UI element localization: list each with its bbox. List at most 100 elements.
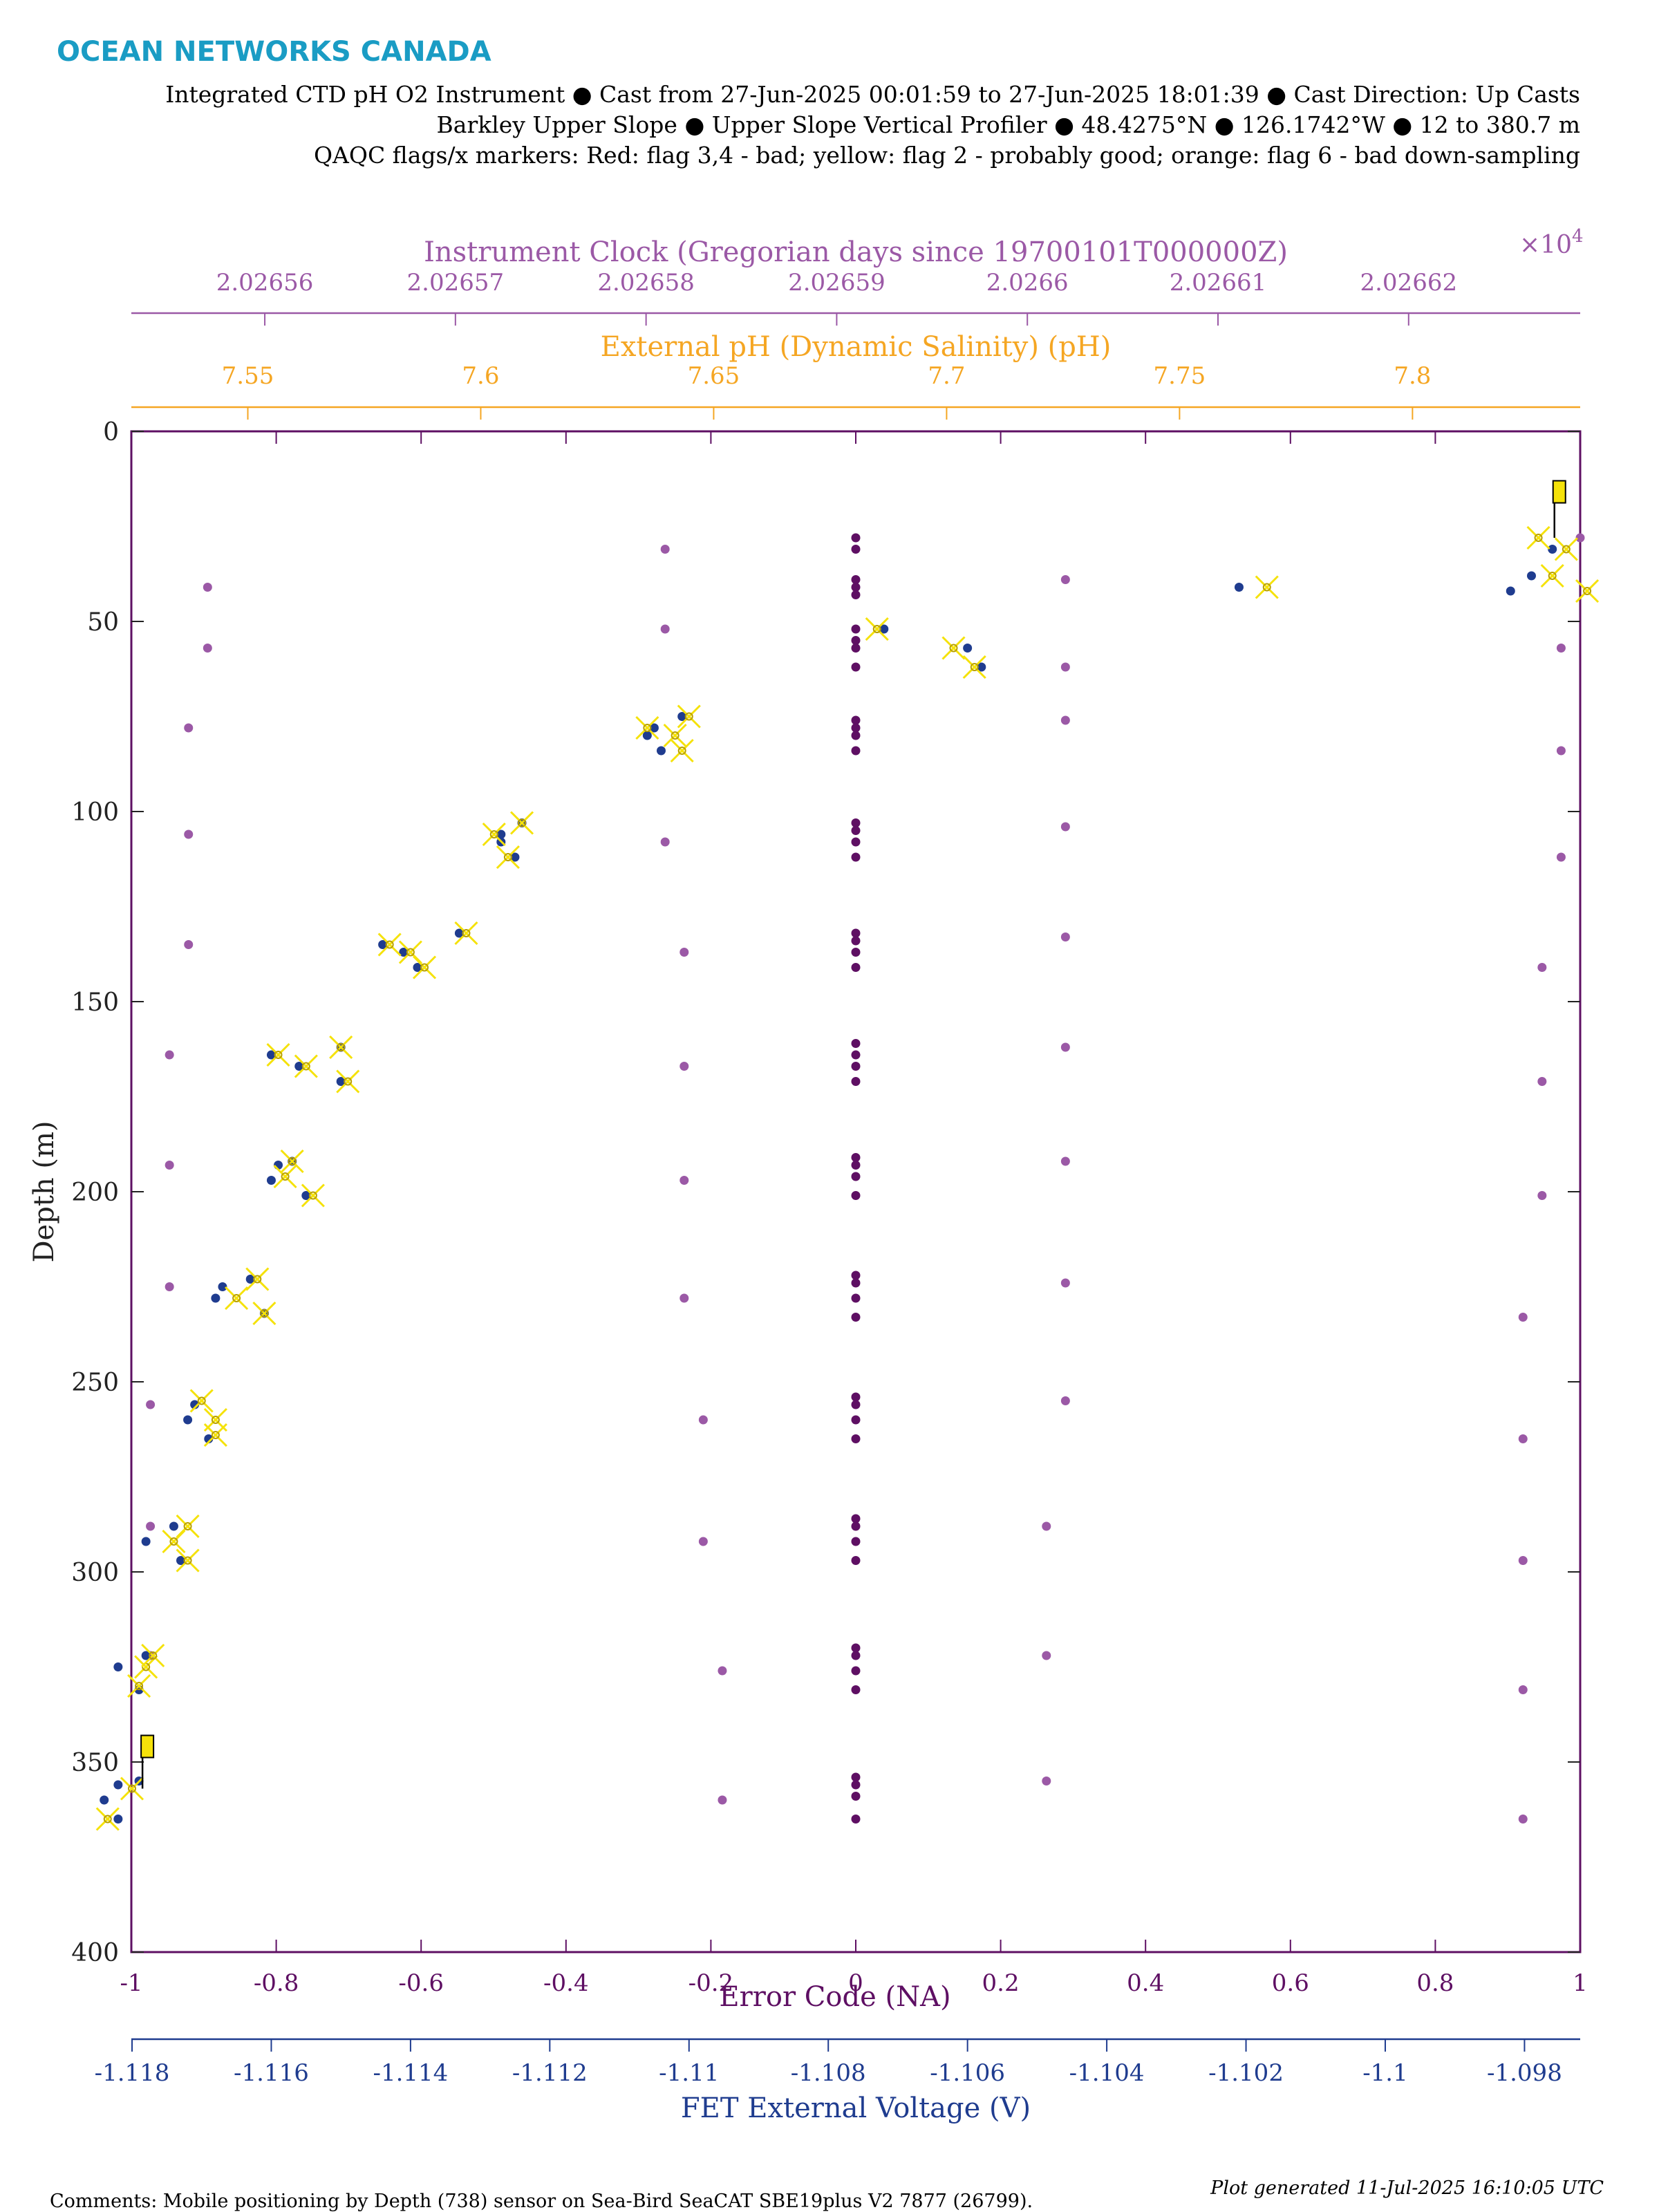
- flag-marker-stroke: [189, 1389, 214, 1413]
- flag-marker-ring: [149, 1651, 158, 1660]
- depth-axis: Depth (m) 0 50 100 150 200 250 300 350 400: [28, 418, 1580, 1967]
- flag-2-marker: [336, 1069, 360, 1094]
- error-point: [851, 662, 861, 672]
- error-point: [851, 1772, 861, 1782]
- footer-comments: Comments: Mobile positioning by Depth (7…: [50, 2191, 1033, 2212]
- flag-marker-ring: [288, 1157, 297, 1165]
- clock-tick-label: 2.0266: [986, 269, 1069, 297]
- error-point: [851, 636, 861, 645]
- clock-point: [1060, 822, 1070, 832]
- error-point: [851, 545, 861, 554]
- error-tick-label: 0.4: [1127, 1969, 1164, 1997]
- error-tick-label: -0.6: [398, 1969, 444, 1997]
- flag-2-marker: [962, 655, 986, 679]
- series-error: [851, 533, 861, 1824]
- flag-2-marker: [1526, 525, 1550, 550]
- fet-point: [169, 1521, 178, 1531]
- clock-axis-multiplier: ×104: [1519, 226, 1584, 259]
- flag-marker-stroke: [245, 1267, 270, 1291]
- clock-point: [1518, 1815, 1528, 1824]
- clock-point: [1537, 1077, 1547, 1086]
- flag-2-marker: [245, 1267, 270, 1291]
- fet-point: [245, 1275, 255, 1284]
- error-point: [851, 746, 861, 756]
- flag-marker-stroke: [95, 1807, 120, 1831]
- flag-marker-stroke: [377, 932, 402, 957]
- flag-2-marker: [1575, 579, 1600, 603]
- depth-axis-label: Depth (m): [28, 1121, 60, 1262]
- clock-point: [1556, 746, 1566, 756]
- error-point: [851, 1161, 861, 1170]
- ph-tick-label: 7.6: [462, 362, 499, 390]
- clock-axis: Instrument Clock (Gregorian days since 1…: [131, 226, 1584, 326]
- flag-marker-ring: [232, 1294, 241, 1302]
- error-point: [851, 575, 861, 584]
- ph-tick-label: 7.7: [928, 362, 965, 390]
- flag-2-marker: [273, 1164, 297, 1189]
- fet-tick-label: -1.112: [512, 2059, 588, 2087]
- flag-marker-ring: [684, 712, 693, 721]
- flag-markers: [95, 525, 1600, 1831]
- series-fet: [100, 545, 1557, 1824]
- error-point: [851, 723, 861, 733]
- error-point: [851, 715, 861, 725]
- error-point: [851, 818, 861, 827]
- fet-tick-label: -1.102: [1208, 2059, 1284, 2087]
- fet-point: [413, 963, 422, 972]
- flag-marker-stroke: [482, 822, 506, 847]
- flag-marker-stroke: [865, 617, 889, 641]
- clock-point: [718, 1666, 727, 1676]
- error-point: [851, 1521, 861, 1531]
- error-point: [851, 1792, 861, 1801]
- error-point: [851, 948, 861, 957]
- clock-point: [1060, 932, 1070, 941]
- error-point: [851, 1313, 861, 1322]
- flag-marker-ring: [671, 731, 679, 740]
- flag-2-marker: [141, 1643, 165, 1668]
- error-point: [851, 1537, 861, 1546]
- flag-marker-ring: [1562, 545, 1571, 554]
- clock-point: [165, 1161, 174, 1170]
- fet-point: [399, 948, 409, 957]
- footer-generated: Plot generated 11-Jul-2025 16:10:05 UTC: [1210, 2177, 1604, 2199]
- chart-title-line-2: Barkley Upper Slope ● Upper Slope Vertic…: [437, 111, 1580, 138]
- flag-2-marker: [301, 1183, 325, 1208]
- flag-marker-ring: [211, 1416, 220, 1424]
- flag-marker-ring: [183, 1556, 192, 1565]
- fet-point: [141, 1537, 151, 1546]
- clock-multiplier-exponent: 4: [1572, 226, 1584, 247]
- flag-marker-stroke: [225, 1286, 249, 1311]
- fet-point: [266, 1050, 276, 1060]
- flag-marker-ring: [872, 625, 881, 633]
- flag-marker-stroke: [301, 1183, 325, 1208]
- fet-tick-label: -1.11: [659, 2059, 719, 2087]
- flag-marker-ring: [518, 818, 527, 827]
- clock-point: [203, 583, 212, 592]
- flag-marker-stroke: [670, 738, 694, 763]
- flag-marker-ring: [643, 724, 652, 732]
- clock-point: [1060, 1042, 1070, 1052]
- fet-tick-label: -1.114: [373, 2059, 448, 2087]
- fet-point: [113, 1780, 123, 1790]
- error-point: [851, 1643, 861, 1653]
- error-axis-label: Error Code (NA): [719, 1981, 950, 2013]
- clock-point: [679, 1176, 689, 1185]
- error-tick-label: -0.4: [543, 1969, 589, 1997]
- fet-point: [649, 723, 659, 733]
- error-point: [851, 1153, 861, 1162]
- flag-marker-stroke: [398, 940, 422, 964]
- flag-marker-ring: [197, 1396, 206, 1405]
- flag-marker-ring: [420, 963, 429, 972]
- error-point: [851, 731, 861, 740]
- flag-2-marker: [482, 822, 506, 847]
- clock-point: [1556, 644, 1566, 653]
- fet-point: [1234, 583, 1244, 592]
- flag-marker-ring: [385, 940, 394, 949]
- flag-marker-ring: [211, 1431, 220, 1439]
- flag-marker-ring: [406, 948, 415, 957]
- flag-marker-stroke: [329, 1035, 353, 1060]
- clock-point: [1556, 852, 1566, 862]
- depth-tick-label: 300: [71, 1559, 119, 1587]
- fet-point: [977, 662, 986, 672]
